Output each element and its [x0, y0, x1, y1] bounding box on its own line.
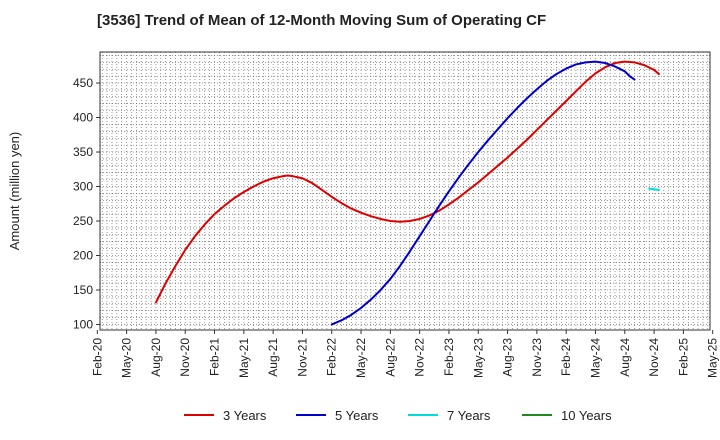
x-axis-ticks: Feb-20 May-20 Aug-20 Nov-20 Feb-21 May-21 Aug-…: [90, 330, 720, 378]
legend-label: 7 Years: [447, 408, 491, 423]
x-tick-label: Aug-21: [266, 338, 280, 377]
legend-label: 5 Years: [335, 408, 379, 423]
y-tick-label: 350: [73, 145, 93, 159]
y-axis-ticks: 100 150 200 250 300 350 400 450: [73, 76, 100, 331]
y-tick-label: 450: [73, 76, 93, 90]
legend: 3 Years 5 Years 7 Years 10 Years: [184, 408, 612, 423]
y-axis-label: Amount (million yen): [7, 132, 22, 251]
x-tick-label: Aug-20: [149, 338, 163, 377]
x-tick-label: Feb-23: [442, 338, 456, 376]
x-tick-label: Aug-24: [618, 338, 632, 377]
x-tick-label: Aug-22: [383, 338, 397, 377]
x-tick-label: May-25: [706, 338, 720, 378]
x-tick-label: Feb-22: [325, 338, 339, 376]
x-tick-label: May-24: [588, 338, 602, 378]
x-tick-label: Nov-24: [647, 338, 661, 377]
x-tick-label: Feb-24: [559, 338, 573, 376]
x-tick-label: Nov-20: [178, 338, 192, 377]
x-tick-label: Feb-21: [208, 338, 222, 376]
x-tick-label: May-21: [237, 338, 251, 378]
x-tick-label: May-20: [120, 338, 134, 378]
y-tick-label: 200: [73, 248, 93, 262]
y-tick-label: 100: [73, 317, 93, 331]
x-tick-label: Nov-22: [413, 338, 427, 377]
series-line-5-years: [330, 60, 636, 326]
y-tick-label: 150: [73, 283, 93, 297]
plot-frame: [99, 51, 711, 331]
grid-vertical: [101, 52, 709, 330]
legend-label: 3 Years: [223, 408, 267, 423]
series-line-3-years: [154, 60, 660, 304]
y-tick-label: 300: [73, 180, 93, 194]
x-tick-label: Feb-20: [90, 338, 104, 376]
y-tick-label: 400: [73, 111, 93, 125]
x-tick-label: Feb-25: [676, 338, 690, 376]
series-line-7-years: [648, 187, 660, 191]
x-tick-label: Aug-23: [501, 338, 515, 377]
legend-label: 10 Years: [561, 408, 612, 423]
x-tick-label: Nov-21: [295, 338, 309, 377]
x-tick-label: May-23: [471, 338, 485, 378]
y-tick-label: 250: [73, 214, 93, 228]
chart-title: [3536] Trend of Mean of 12-Month Moving …: [97, 12, 547, 29]
series-lines: [154, 60, 660, 326]
x-tick-label: Nov-23: [530, 338, 544, 377]
x-tick-label: May-22: [354, 338, 368, 378]
